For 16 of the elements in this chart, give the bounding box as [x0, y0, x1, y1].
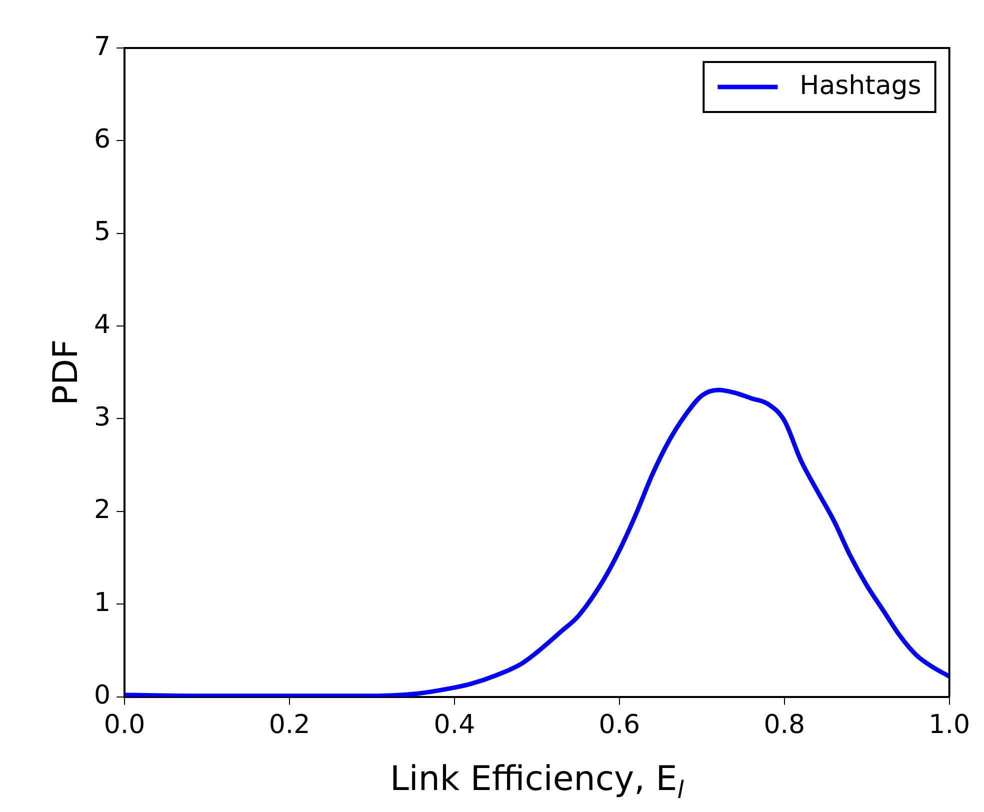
x-tick-label: 0.0 [104, 710, 146, 740]
x-tick-label: 0.4 [434, 710, 476, 740]
y-tick-label: 1 [94, 588, 111, 618]
y-tick-label: 2 [94, 495, 111, 526]
y-tick-label: 7 [94, 32, 111, 62]
x-tick-label: 0.6 [598, 710, 640, 740]
x-tick-label: 0.2 [268, 710, 310, 740]
y-tick-label: 0 [94, 680, 111, 711]
y-tick-label: 3 [94, 402, 111, 432]
y-axis-title: PDF [46, 339, 86, 406]
legend-label: Hashtags [800, 70, 922, 101]
x-tick-label: 1.0 [928, 710, 970, 740]
y-tick-label: 5 [94, 217, 111, 248]
y-tick-label: 6 [94, 124, 111, 154]
y-tick-label: 4 [94, 310, 111, 340]
x-tick-label: 0.8 [764, 710, 806, 740]
